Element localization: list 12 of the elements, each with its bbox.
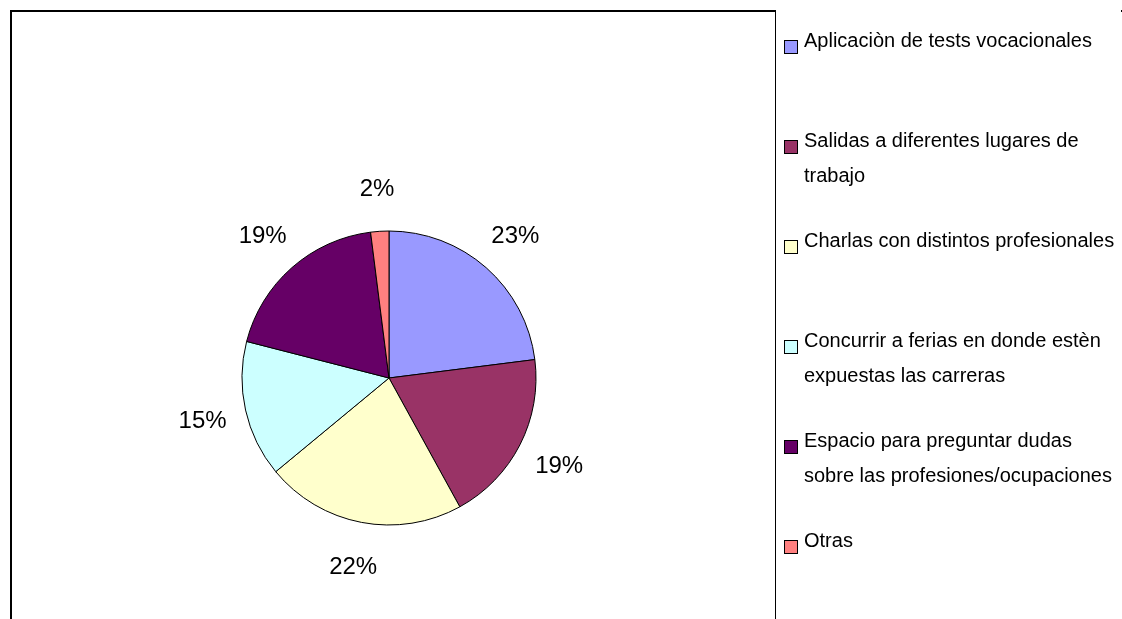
legend-label: Espacio para preguntar dudas sobre las profesiones/ocupaciones [804, 428, 1113, 488]
legend-label: Salidas a diferentes lugares de trabajo [804, 128, 1080, 188]
legend-label: Aplicaciòn de tests vocacionales [804, 28, 1093, 53]
legend-label: Concurrir a ferias en donde estèn expuestas las carreras [804, 328, 1102, 388]
legend-label: Charlas con distintos profesionales [804, 228, 1116, 253]
legend-label: Otras [804, 528, 854, 553]
data-label: 2% [359, 173, 395, 201]
data-label: 19% [535, 451, 584, 479]
data-label: 15% [178, 406, 227, 434]
data-label: 19% [238, 221, 287, 249]
data-label: 23% [491, 221, 540, 249]
data-label: 22% [329, 552, 378, 580]
